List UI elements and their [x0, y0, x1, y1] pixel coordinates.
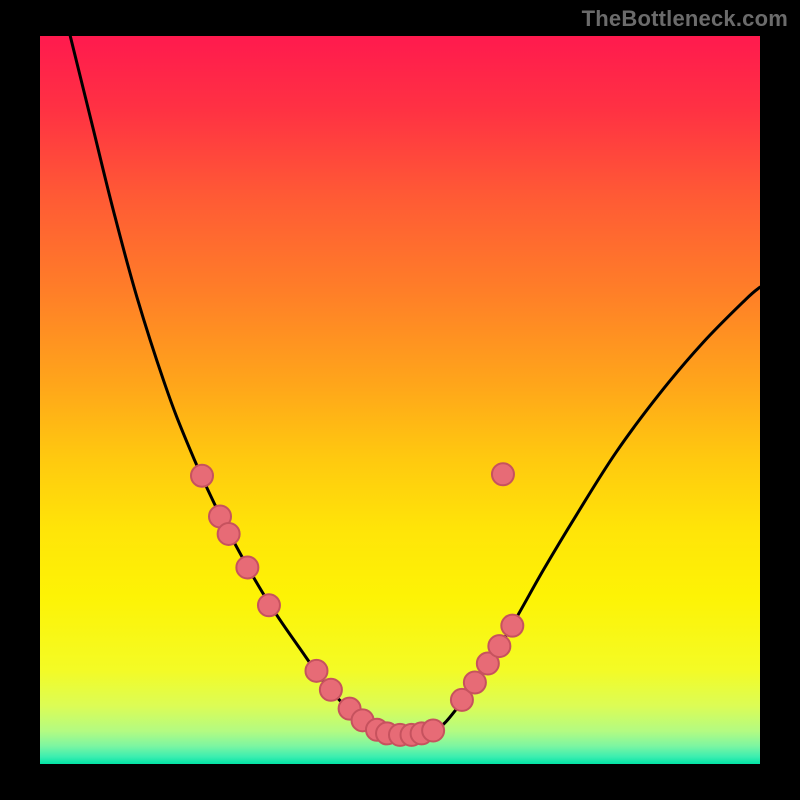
marker-dot — [258, 594, 280, 616]
marker-dot — [305, 660, 327, 682]
marker-dot — [464, 671, 486, 693]
marker-dot — [191, 465, 213, 487]
marker-dot — [501, 615, 523, 637]
marker-dot — [218, 523, 240, 545]
marker-dot — [236, 556, 258, 578]
marker-dot — [488, 635, 510, 657]
marker-dot — [492, 463, 514, 485]
watermark-text: TheBottleneck.com — [582, 6, 788, 32]
gradient-background — [40, 36, 760, 764]
marker-dot — [320, 679, 342, 701]
marker-dot — [422, 720, 444, 742]
bottleneck-chart — [0, 0, 800, 800]
